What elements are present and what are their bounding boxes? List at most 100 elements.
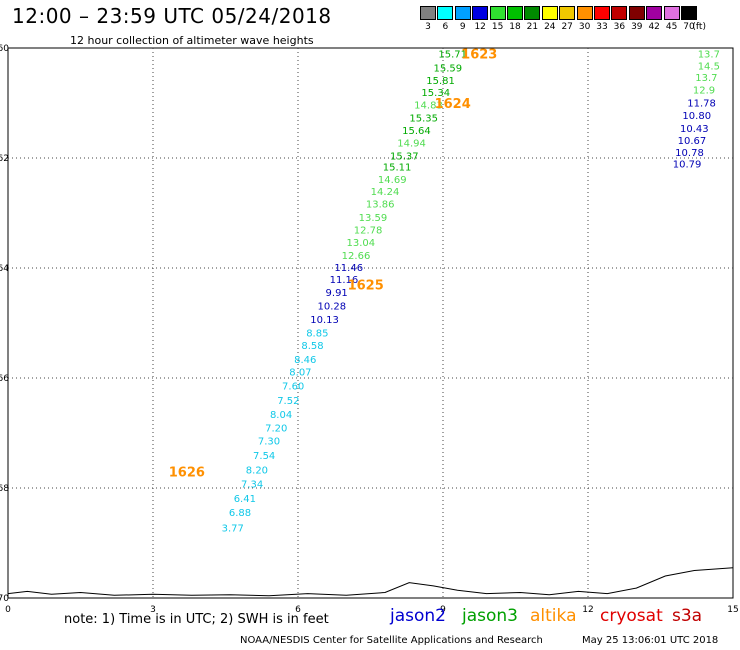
scale-swatch-18 [507, 6, 523, 20]
satellite-label-jason3: jason3 [462, 606, 518, 626]
scale-label-36: 36 [613, 22, 626, 32]
wave-height-reading: 14.69 [378, 175, 407, 186]
scale-swatch-24 [541, 6, 558, 20]
scale-label-12: 12 [474, 22, 486, 32]
wave-height-reading: 15.71 [438, 50, 467, 61]
scale-label-6: 6 [442, 22, 449, 32]
scale-swatch-27 [559, 6, 576, 20]
scale-label-9: 9 [459, 22, 466, 32]
scale-label-27: 27 [561, 22, 573, 32]
scale-label-39: 39 [631, 22, 643, 32]
scale-swatch-70 [681, 6, 697, 20]
map-frame [7, 47, 734, 599]
wave-height-reading: 12.78 [354, 226, 383, 237]
wave-height-reading: 9.91 [326, 288, 348, 299]
wave-height-reading: 14.24 [371, 187, 400, 198]
wave-height-reading-right-track: 11.78 [687, 98, 716, 109]
generated-timestamp: May 25 13:06:01 UTC 2018 [582, 635, 719, 646]
scale-label-33: 33 [596, 22, 608, 32]
wave-height-reading: 13.59 [359, 213, 388, 224]
wave-height-reading-right-track: 12.9 [693, 85, 715, 96]
wave-height-reading: 11.46 [334, 263, 363, 274]
wave-height-reading: 8.85 [306, 328, 328, 339]
wave-height-reading-right-track: 10.79 [673, 160, 702, 171]
x-tick-label: 3 [150, 605, 156, 615]
wave-height-reading-right-track: 10.67 [678, 136, 707, 147]
scale-swatch-9 [454, 6, 471, 20]
wave-height-reading: 6.88 [229, 508, 251, 519]
wave-height-reading: 15.64 [402, 126, 431, 137]
wave-height-reading: 10.13 [310, 315, 339, 326]
scale-unit: (ft) [692, 22, 706, 32]
footer-note: note: 1) Time is in UTC; 2) SWH is in fe… [64, 612, 329, 627]
x-tick-label: 15 [727, 605, 738, 615]
y-tick-label: -66 [0, 374, 9, 384]
satellite-label-altika: altika [530, 606, 577, 626]
y-tick-label: -70 [0, 594, 9, 604]
wave-height-reading: 8.20 [246, 465, 268, 476]
x-tick-label: 9 [440, 605, 446, 615]
map-title: 12:00 – 23:59 UTC 05/24/2018 [12, 4, 332, 28]
wave-height-reading: 14.83 [414, 101, 443, 112]
scale-swatch-3 [420, 6, 436, 20]
satellite-label-s3a: s3a [672, 606, 703, 626]
wave-height-reading: 14.94 [397, 139, 426, 150]
satellite-label-jason2: jason2 [390, 606, 446, 626]
wave-height-reading: 8.46 [294, 355, 316, 366]
scale-label-24: 24 [544, 22, 556, 32]
wave-height-reading: 15.59 [434, 63, 463, 74]
wave-height-reading-right-track: 10.80 [682, 111, 711, 122]
scale-swatch-21 [524, 6, 541, 20]
scale-label-18: 18 [509, 22, 521, 32]
scale-label-70: 70 [683, 22, 695, 32]
scale-label-15: 15 [491, 22, 504, 32]
pass-number-label: 1624 [435, 97, 471, 112]
scale-swatch-6 [437, 6, 454, 20]
wave-height-reading: 6.41 [234, 494, 256, 505]
wave-height-reading-right-track: 13.7 [698, 50, 720, 61]
wave-height-reading: 7.30 [258, 437, 280, 448]
wave-height-reading: 12.66 [342, 251, 371, 262]
x-tick-label: 0 [5, 605, 11, 615]
scale-swatch-45 [663, 6, 680, 20]
wave-height-reading: 13.04 [347, 238, 376, 249]
scale-label-45: 45 [665, 22, 678, 32]
wave-height-reading-right-track: 14.5 [698, 62, 720, 73]
scale-swatch-42 [646, 6, 663, 20]
wave-height-reading: 3.77 [222, 524, 244, 535]
wave-height-color-scale: 3 6 9 12 15 18 21 24 27 30 33 36 39 42 45 70 (ft) [420, 6, 730, 38]
pass-number-label: 1625 [348, 279, 384, 294]
wave-height-reading: 7.20 [265, 424, 287, 435]
scale-swatch-36 [611, 6, 628, 20]
scale-swatch-12 [472, 6, 489, 20]
wave-height-reading: 15.35 [409, 113, 438, 124]
wave-height-reading: 15.37 [390, 151, 419, 162]
scale-label-3: 3 [425, 22, 431, 32]
satellite-label-cryosat: cryosat [600, 606, 663, 626]
y-tick-label: -62 [0, 154, 9, 164]
x-tick-label: 12 [582, 605, 593, 615]
y-tick-label: -68 [0, 484, 9, 494]
scale-swatch-39 [628, 6, 645, 20]
wave-height-reading: 8.07 [289, 367, 311, 378]
scale-label-42: 42 [648, 22, 660, 32]
map-subtitle: 12 hour collection of altimeter wave hei… [70, 34, 314, 47]
credit-line: NOAA/NESDIS Center for Satellite Applica… [240, 635, 543, 646]
wave-height-reading-right-track: 13.7 [695, 73, 717, 84]
wave-height-reading-right-track: 10.78 [675, 148, 704, 159]
wave-height-reading: 11.16 [330, 275, 359, 286]
pass-number-label: 1626 [169, 466, 205, 481]
wave-height-reading: 15.34 [421, 88, 450, 99]
y-tick-label: -64 [0, 264, 9, 274]
scale-swatch-15 [489, 6, 506, 20]
pass-number-label: 1623 [461, 48, 497, 63]
scale-swatch-30 [576, 6, 593, 20]
wave-height-reading: 10.28 [318, 301, 347, 312]
wave-height-reading: 8.58 [301, 341, 323, 352]
coastline [7, 567, 734, 597]
wave-height-reading: 7.54 [253, 451, 275, 462]
wave-height-reading: 7.52 [277, 396, 299, 407]
wave-height-reading: 7.60 [282, 382, 304, 393]
scale-swatch-33 [594, 6, 610, 20]
